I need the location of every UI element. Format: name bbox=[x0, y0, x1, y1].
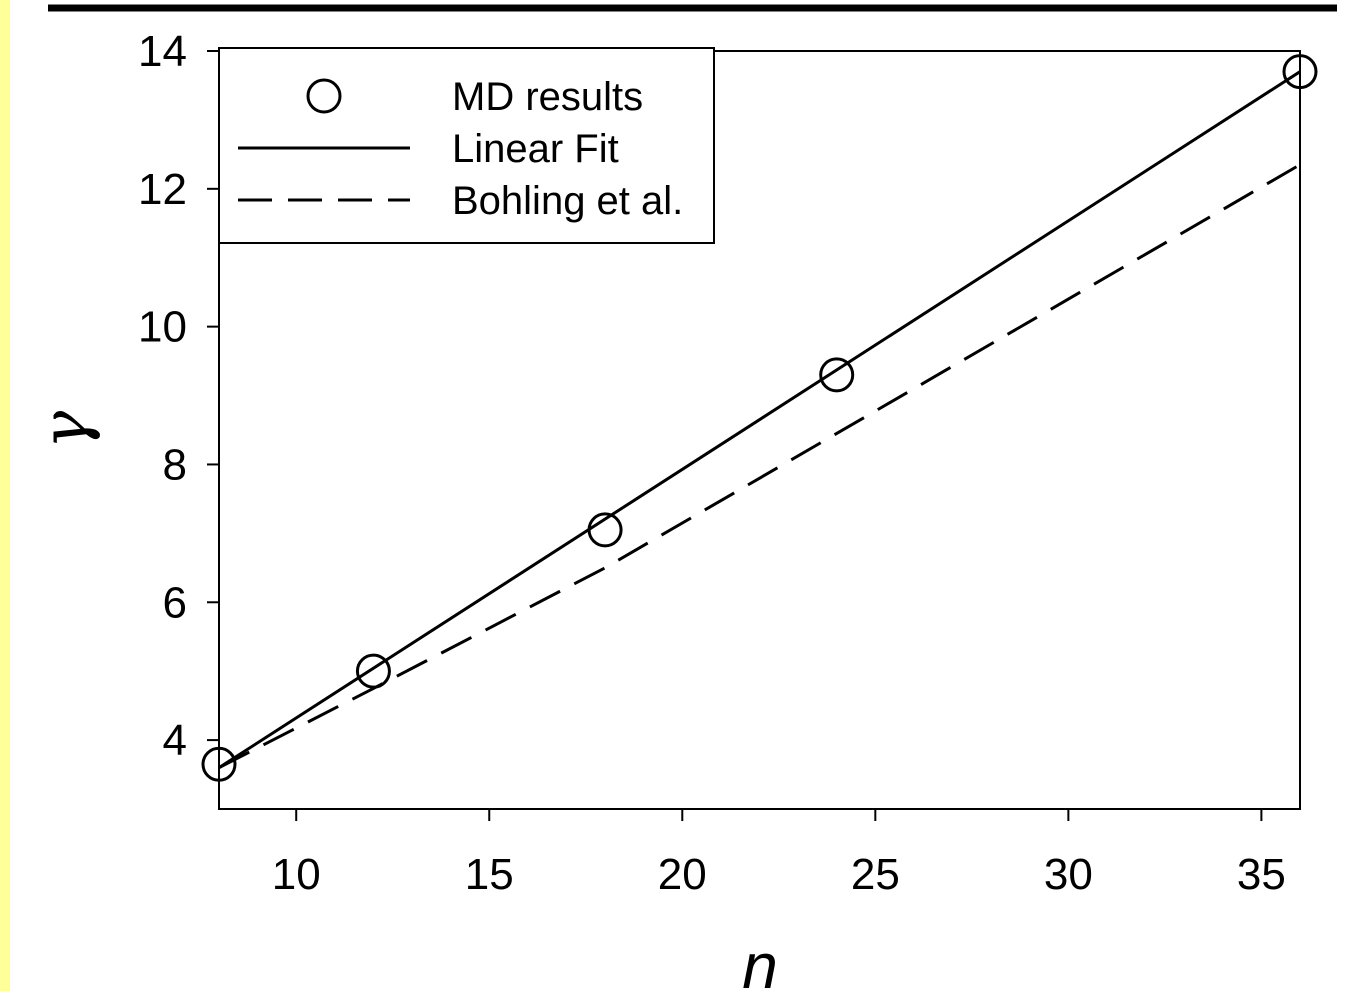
y-tick-label: 8 bbox=[163, 440, 187, 489]
x-tick-label: 35 bbox=[1237, 850, 1286, 899]
md-result-point bbox=[201, 746, 237, 782]
legend-label: Bohling et al. bbox=[452, 179, 683, 223]
y-tick-label: 12 bbox=[138, 165, 187, 214]
legend-label: MD results bbox=[452, 75, 643, 119]
y-tick-label: 6 bbox=[163, 578, 187, 627]
legend-label: Linear Fit bbox=[452, 127, 619, 171]
left-highlight-strip bbox=[0, 0, 10, 991]
plot-frame bbox=[218, 50, 1301, 810]
x-tick-label: 10 bbox=[272, 850, 321, 899]
y-tick-label: 10 bbox=[138, 303, 187, 352]
plot-area-border bbox=[218, 50, 1301, 810]
plot-series bbox=[201, 54, 1318, 782]
y-axis-title: γ bbox=[29, 410, 103, 449]
legend-box bbox=[218, 47, 715, 244]
x-axis-title: n bbox=[742, 930, 778, 991]
md-result-point bbox=[355, 653, 391, 689]
legend: MD results Linear Fit Bohling et al. bbox=[218, 47, 715, 244]
linear-fit-line bbox=[219, 70, 1300, 769]
x-tick-label: 20 bbox=[658, 850, 707, 899]
bohling-dashed-line bbox=[219, 163, 1300, 769]
y-tick-label: 14 bbox=[138, 27, 187, 76]
x-axis-ticks: 10 15 20 25 30 35 bbox=[272, 809, 1286, 899]
md-result-point bbox=[587, 512, 623, 548]
md-result-point bbox=[1282, 54, 1318, 90]
y-axis-ticks: 4 6 8 10 12 14 bbox=[138, 27, 219, 765]
x-tick-label: 15 bbox=[465, 850, 514, 899]
x-tick-label: 25 bbox=[851, 850, 900, 899]
x-tick-label: 30 bbox=[1044, 850, 1093, 899]
md-result-point bbox=[819, 357, 855, 393]
y-tick-label: 4 bbox=[163, 716, 187, 765]
legend-marker-circle bbox=[306, 78, 342, 114]
